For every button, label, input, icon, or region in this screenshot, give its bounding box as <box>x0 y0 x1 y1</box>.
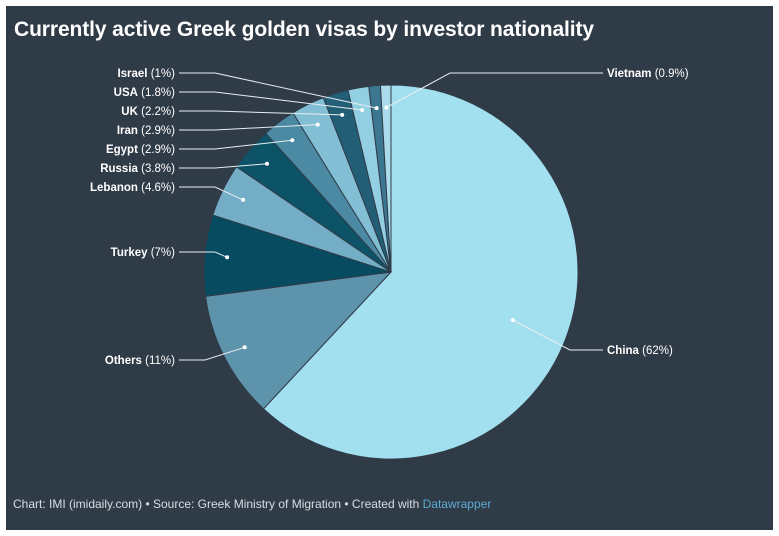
slice-label-israel: Israel (1%) <box>117 68 175 80</box>
slice-label-others: Others (11%) <box>105 355 175 367</box>
slice-label-turkey: Turkey (7%) <box>111 247 176 259</box>
slice-label-vietnam: Vietnam (0.9%) <box>607 68 689 80</box>
leader-dot-turkey <box>225 255 230 260</box>
slice-label-china: China (62%) <box>607 345 673 357</box>
leader-dot-usa <box>360 108 365 112</box>
leader-line-egypt <box>179 139 293 150</box>
pie-slice-vietnam <box>379 84 392 273</box>
chart-title: Currently active Greek golden visas by i… <box>14 18 594 41</box>
footer-credits: Chart: IMI (imidaily.com) • Source: Gree… <box>13 497 423 511</box>
pie-slice-china <box>262 84 579 460</box>
leader-dot-iran <box>315 122 320 127</box>
leader-dot-egypt <box>290 138 295 143</box>
leader-dot-israel <box>374 106 379 111</box>
leader-dot-lebanon <box>241 197 246 202</box>
leader-line-israel <box>179 72 377 109</box>
leader-line-others <box>179 346 245 361</box>
leader-dot-russia <box>265 161 269 166</box>
leader-line-china <box>512 319 603 351</box>
slice-label-egypt: Egypt (2.9%) <box>106 144 175 156</box>
leader-line-iran <box>179 124 318 131</box>
slice-label-uk: UK (2.2%) <box>121 106 175 118</box>
pie-slice-others <box>205 271 393 410</box>
slice-label-lebanon: Lebanon (4.6%) <box>90 182 175 194</box>
leader-line-lebanon <box>179 186 244 201</box>
chart-footer: Chart: IMI (imidaily.com) • Source: Gree… <box>13 497 491 511</box>
slice-label-russia: Russia (3.8%) <box>100 163 175 175</box>
leader-line-usa <box>179 91 363 111</box>
slice-label-usa: USA (1.8%) <box>114 87 176 99</box>
leader-line-vietnam <box>386 72 603 108</box>
leader-dot-others <box>242 345 247 350</box>
leader-line-uk <box>179 110 343 116</box>
leader-dot-vietnam <box>384 105 389 110</box>
datawrapper-link[interactable]: Datawrapper <box>422 497 492 511</box>
leader-line-russia <box>179 163 268 169</box>
leader-line-turkey <box>179 251 228 258</box>
leader-dot-uk <box>340 112 345 117</box>
leader-dot-china <box>510 318 515 322</box>
slice-label-iran: Iran (2.9%) <box>117 125 175 137</box>
